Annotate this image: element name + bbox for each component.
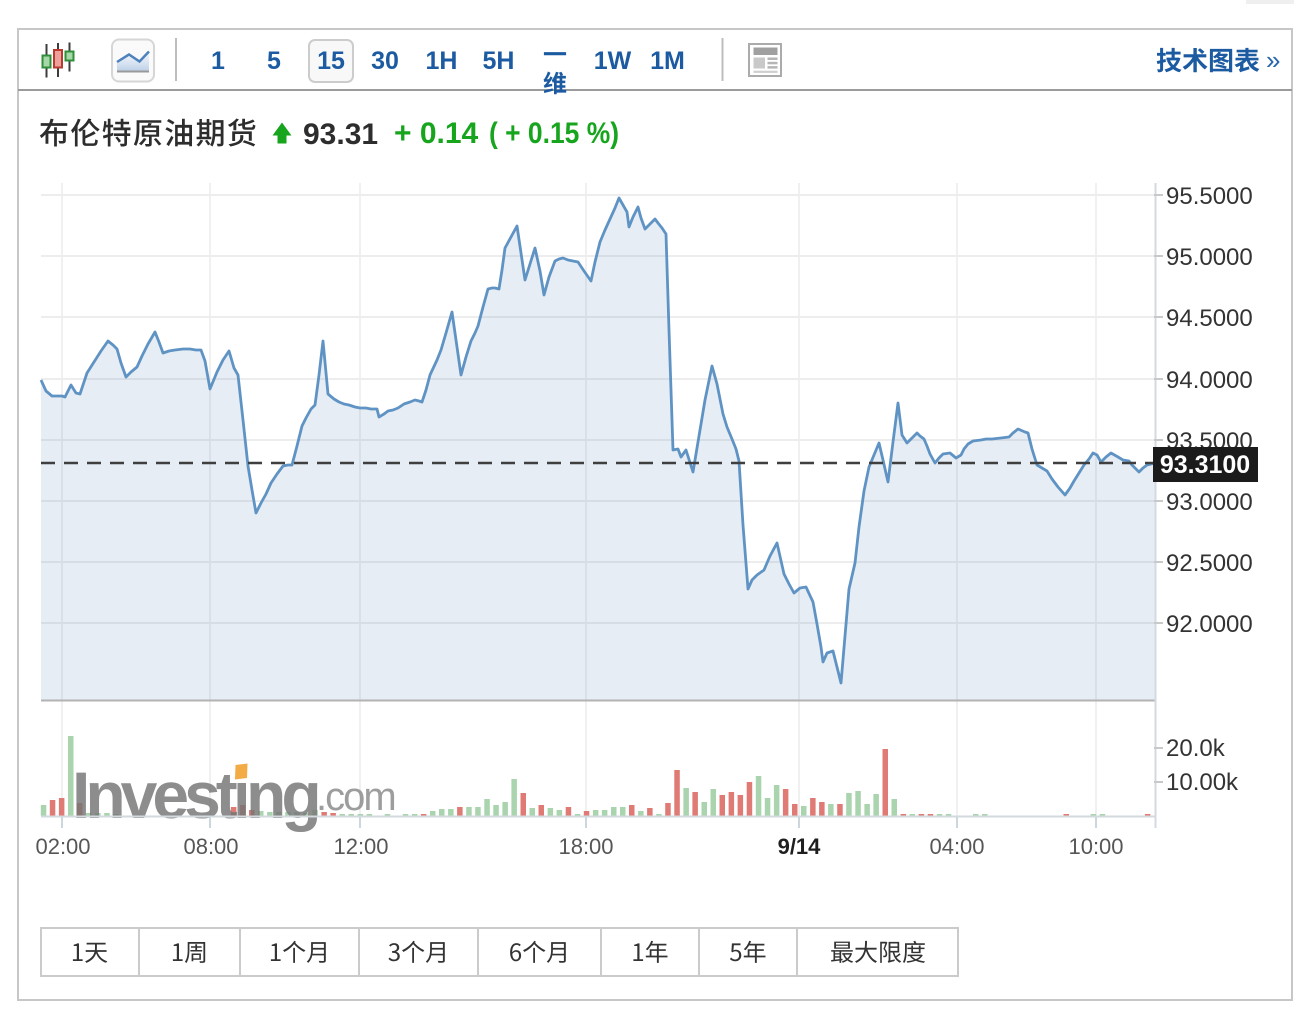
svg-text:+ 0.14: + 0.14 [394, 117, 479, 150]
svg-text:93.31: 93.31 [303, 118, 378, 151]
svg-text:1W: 1W [594, 47, 632, 75]
svg-text:94.5000: 94.5000 [1166, 305, 1253, 332]
svg-text:93.0000: 93.0000 [1166, 489, 1253, 516]
svg-text:Invest: Invest [72, 758, 238, 832]
svg-text:.com: .com [316, 775, 395, 819]
svg-text:»: » [1266, 45, 1280, 75]
svg-text:30: 30 [371, 47, 399, 75]
svg-text:20.0k: 20.0k [1166, 735, 1226, 762]
svg-text:92.5000: 92.5000 [1166, 550, 1253, 577]
svg-text:10:00: 10:00 [1068, 834, 1123, 859]
svg-text:1: 1 [211, 47, 225, 75]
svg-text:95.0000: 95.0000 [1166, 244, 1253, 271]
svg-text:94.0000: 94.0000 [1166, 367, 1253, 394]
svg-text:12:00: 12:00 [333, 834, 388, 859]
svg-text:95.5000: 95.5000 [1166, 183, 1253, 210]
svg-text:04:00: 04:00 [929, 834, 984, 859]
svg-text:( + 0.15 %): ( + 0.15 %) [489, 117, 619, 150]
svg-text:1M: 1M [650, 47, 685, 75]
svg-text:ng: ng [246, 758, 317, 832]
svg-text:5: 5 [267, 47, 281, 75]
svg-text:08:00: 08:00 [183, 834, 238, 859]
svg-text:10.00k: 10.00k [1166, 769, 1239, 796]
svg-text:5H: 5H [483, 47, 515, 75]
svg-text:1H: 1H [426, 47, 458, 75]
svg-text:15: 15 [317, 47, 345, 75]
svg-text:02:00: 02:00 [35, 834, 90, 859]
svg-text:93.3100: 93.3100 [1160, 451, 1250, 479]
svg-text:18:00: 18:00 [558, 834, 613, 859]
svg-text:9/14: 9/14 [778, 834, 822, 859]
svg-text:92.0000: 92.0000 [1166, 611, 1253, 638]
